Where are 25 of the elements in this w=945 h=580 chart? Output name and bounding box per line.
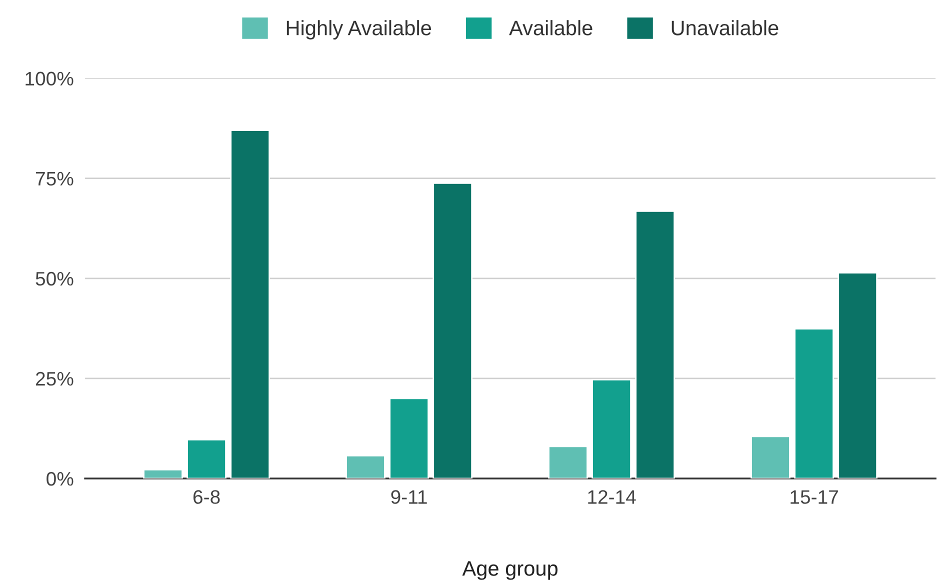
y-tick-label: 100% (26, 72, 74, 86)
legend-label: Unavailable (672, 20, 778, 36)
legend-label: Highly Available (286, 20, 432, 40)
y-tick-label: 25% (36, 372, 74, 386)
y-tick-label: 75% (36, 172, 74, 186)
x-tick-label: 9-11 (391, 490, 427, 504)
x-axis-title: Age group (462, 561, 558, 580)
bar (592, 378, 632, 478)
y-tick-label: 0% (46, 472, 74, 486)
legend-label: Available (509, 20, 592, 36)
x-tick-label: 15-17 (790, 490, 838, 504)
bar (548, 446, 588, 478)
bar (838, 272, 878, 478)
bar (346, 454, 386, 478)
bar (432, 182, 473, 478)
bar (230, 130, 270, 478)
bar (389, 398, 429, 478)
x-tick-label: 6-8 (193, 490, 220, 504)
y-tick-label: 50% (36, 272, 74, 286)
bar (794, 328, 834, 478)
x-tick-label: 12-14 (588, 490, 636, 504)
bar (635, 210, 676, 478)
bar (750, 436, 790, 478)
bar (143, 469, 183, 478)
bar (186, 438, 226, 478)
